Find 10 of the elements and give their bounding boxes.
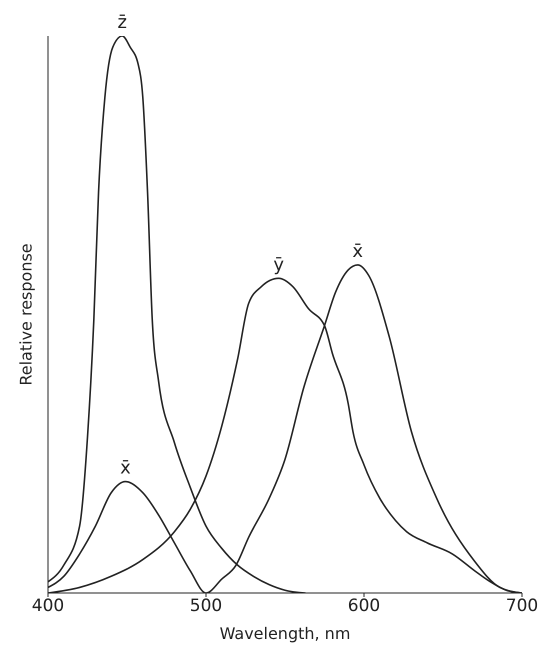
x-tick-label: 600 — [348, 596, 380, 616]
x-tick-label: 400 — [32, 596, 64, 616]
annotation: x̄ — [120, 458, 132, 479]
series-label: x̄ — [352, 240, 364, 262]
x-tick-label: 500 — [190, 596, 222, 616]
series-label: z̄ — [118, 12, 127, 33]
x-axis-title: Wavelength, nm — [220, 624, 350, 643]
series-label: ȳ — [273, 254, 284, 276]
y-axis-title: Relative response — [16, 243, 36, 386]
x-tick-label: 700 — [506, 596, 538, 616]
